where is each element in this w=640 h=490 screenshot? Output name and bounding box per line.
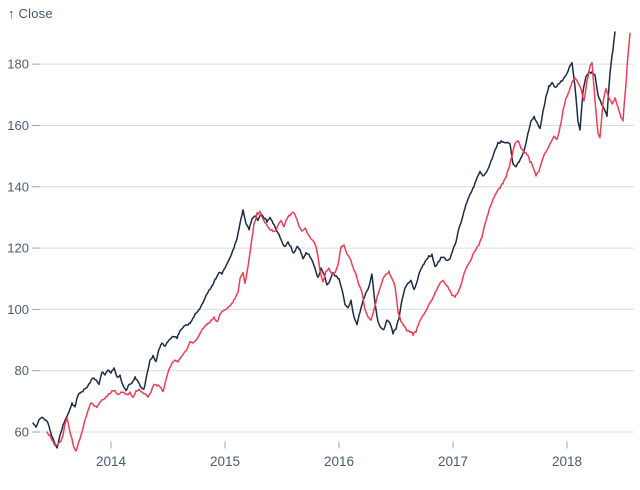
x-tick-label: 2017	[438, 454, 468, 469]
y-axis-title: ↑ Close	[8, 6, 53, 21]
x-tick-label: 2015	[210, 454, 240, 469]
y-tick-label: 80	[15, 363, 29, 378]
y-tick-label: 160	[7, 118, 29, 133]
x-tick-label: 2018	[552, 454, 582, 469]
y-tick-label: 120	[7, 241, 29, 256]
y-tick-label: 140	[7, 179, 29, 194]
series-line-red	[46, 32, 631, 452]
x-tick-label: 2016	[324, 454, 354, 469]
x-tick-label: 2014	[96, 454, 127, 469]
y-tick-label: 100	[7, 302, 29, 317]
series-line-navy	[32, 31, 616, 449]
y-tick-label: 60	[15, 425, 29, 440]
y-tick-label: 180	[7, 57, 29, 72]
